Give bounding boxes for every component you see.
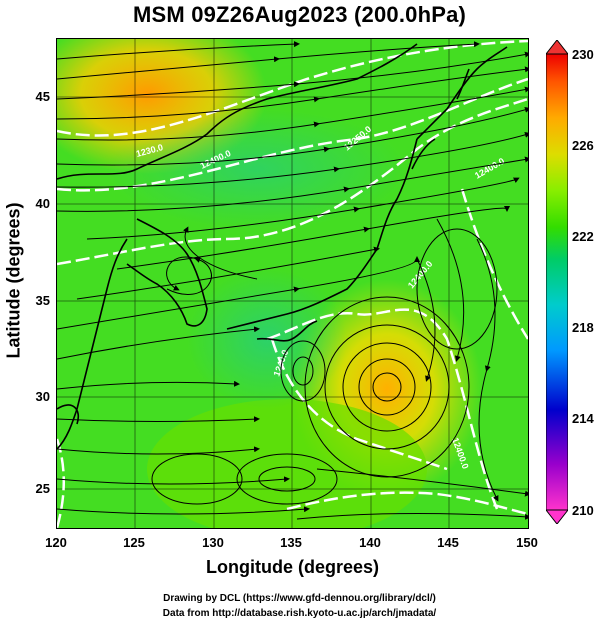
- x-axis-label: Longitude (degrees): [205, 557, 379, 577]
- colorbar-tick: 226: [572, 138, 594, 153]
- wind-streamline-map: 1230.0 12400.0 12250.0 12400.0 1240.0 12…: [57, 39, 528, 528]
- page-title: MSM 09Z26Aug2023 (200.0hPa): [132, 2, 467, 27]
- x-tick-label: 140: [359, 535, 381, 550]
- colorbar-tick: 218: [572, 320, 594, 335]
- coastlines: [57, 43, 508, 450]
- colorbar-tick: 210: [572, 503, 594, 518]
- colorbar-tick: 214: [572, 411, 594, 426]
- y-tick-label: 45: [35, 89, 50, 104]
- x-tick-label: 135: [280, 535, 302, 550]
- y-tick-label: 40: [35, 196, 50, 211]
- colorbar: [546, 40, 568, 524]
- x-tick-label: 150: [516, 535, 538, 550]
- y-tick-label: 25: [35, 481, 50, 496]
- x-tick-label: 125: [123, 535, 145, 550]
- y-axis-label: Latitude (degrees): [3, 202, 24, 359]
- colorbar-min-arrow: [546, 509, 568, 524]
- map-panel: 1230.0 12400.0 12250.0 12400.0 1240.0 12…: [56, 38, 529, 529]
- colorbar-max-arrow: [546, 40, 568, 55]
- colorbar-tick: 230: [572, 47, 594, 62]
- y-tick-label: 30: [35, 389, 50, 404]
- credit-line-drawing: Drawing by DCL (https://www.gfd-dennou.o…: [163, 593, 436, 604]
- wind-streamlines: [57, 41, 528, 520]
- x-tick-label: 120: [45, 535, 67, 550]
- colorbar-tick: 222: [572, 229, 594, 244]
- y-tick-label: 35: [35, 293, 50, 308]
- credit-line-data: Data from http://database.rish.kyoto-u.a…: [162, 608, 437, 619]
- x-tick-label: 130: [202, 535, 224, 550]
- x-tick-label: 145: [437, 535, 459, 550]
